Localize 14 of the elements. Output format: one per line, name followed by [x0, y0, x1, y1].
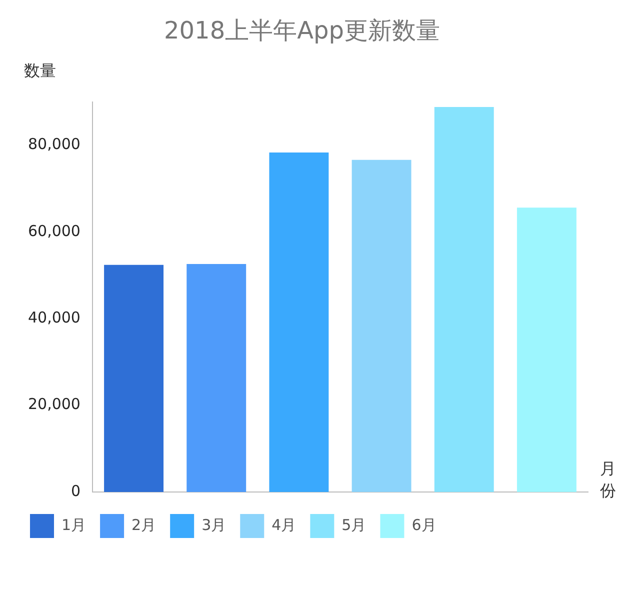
y-tick-label: 0 — [70, 482, 80, 500]
legend-label: 6月 — [412, 516, 436, 534]
y-tick-label: 40,000 — [28, 308, 80, 326]
y-axis-title: 数量 — [24, 60, 56, 80]
y-tick-label: 80,000 — [28, 135, 80, 154]
y-tick-label: 60,000 — [28, 222, 80, 240]
x-axis-title: 月份 — [600, 459, 616, 500]
chart-title: 2018上半年App更新数量 — [164, 16, 440, 45]
y-tick-label: 20,000 — [28, 395, 80, 414]
legend-label: 5月 — [342, 516, 366, 534]
legend-label: 2月 — [132, 516, 156, 534]
legend-label: 4月 — [272, 516, 296, 534]
legend-label: 1月 — [62, 516, 86, 534]
legend-label: 3月 — [202, 516, 226, 534]
